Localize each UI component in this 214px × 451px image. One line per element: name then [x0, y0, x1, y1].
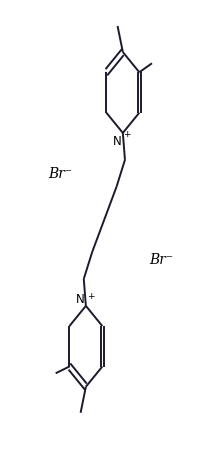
Text: +: + — [123, 130, 131, 139]
Text: N: N — [76, 292, 85, 305]
Text: N: N — [113, 135, 122, 148]
Text: +: + — [87, 291, 94, 300]
Text: Br⁻: Br⁻ — [48, 167, 72, 181]
Text: Br⁻: Br⁻ — [149, 252, 174, 266]
